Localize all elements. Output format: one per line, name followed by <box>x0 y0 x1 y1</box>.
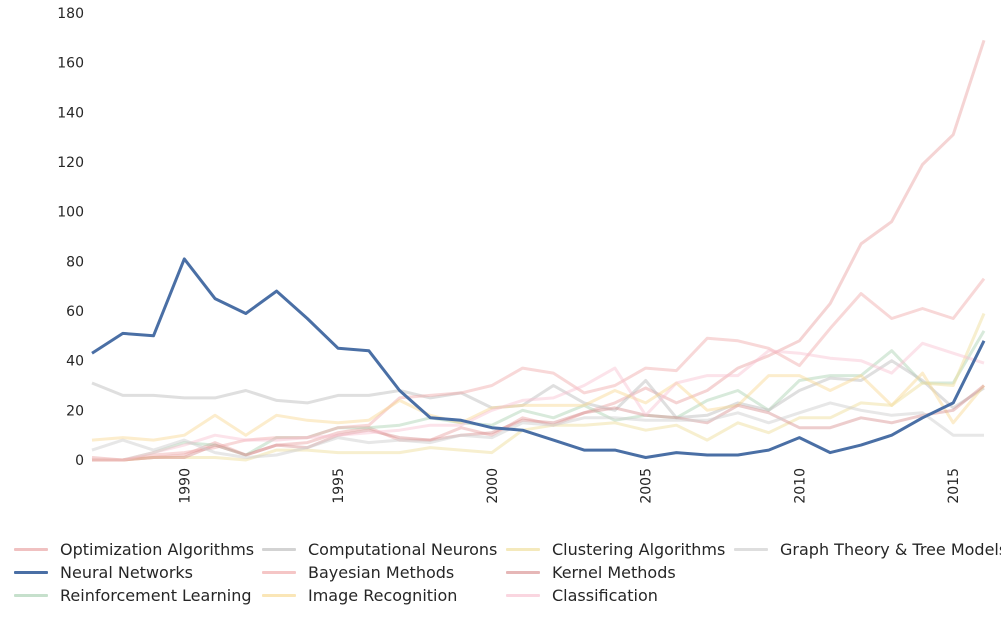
series-line-neural-networks <box>91 257 986 459</box>
series-line-bayesian-methods <box>92 277 986 462</box>
y-tick-label: 100 <box>57 205 84 221</box>
legend-label: Reinforcement Learning <box>60 585 252 605</box>
y-tick-label: 40 <box>66 354 84 370</box>
background-series <box>91 39 986 462</box>
legend: Optimization Algorithms Neural Networks Re… <box>0 536 1001 616</box>
legend-item: Computational Neurons <box>262 538 497 560</box>
legend-swatch <box>14 593 48 597</box>
y-axis: 0 20 40 60 80 100 120 140 160 180 <box>57 6 84 469</box>
y-tick-label: 80 <box>66 254 84 270</box>
legend-label: Optimization Algorithms <box>60 539 255 559</box>
y-tick-label: 140 <box>57 105 84 121</box>
y-tick-label: 60 <box>66 304 84 320</box>
legend-label: Bayesian Methods <box>308 562 455 582</box>
series-line-computational-neurons <box>91 359 985 420</box>
legend-swatch <box>262 547 296 551</box>
legend-item: Reinforcement Learning <box>14 584 252 606</box>
x-tick-label: 2010 <box>792 468 808 504</box>
series-line-classification <box>92 341 985 462</box>
series-line-graph-theory-tree-models <box>91 401 984 459</box>
x-tick-label: 2015 <box>946 468 962 504</box>
legend-swatch <box>506 570 540 574</box>
y-tick-label: 160 <box>57 56 84 72</box>
legend-item: Image Recognition <box>262 584 457 606</box>
y-tick-label: 0 <box>75 453 84 469</box>
legend-label: Graph Theory & Tree Models <box>780 539 1001 559</box>
legend-item: Optimization Algorithms <box>14 538 254 560</box>
series-line-kernel-methods <box>92 384 985 462</box>
legend-label: Kernel Methods <box>552 562 676 582</box>
legend-label: Computational Neurons <box>308 539 498 559</box>
legend-item: Kernel Methods <box>506 561 676 583</box>
legend-swatch <box>262 570 296 574</box>
legend-swatch <box>262 593 296 597</box>
y-tick-label: 120 <box>57 155 84 171</box>
highlighted-series <box>91 257 986 459</box>
legend-label: Clustering Algorithms <box>552 539 726 559</box>
series-line-reinforcement-learning <box>92 330 986 462</box>
x-tick-label: 2005 <box>639 468 655 504</box>
x-tick-label: 1990 <box>177 468 193 504</box>
legend-swatch <box>506 593 540 597</box>
legend-swatch <box>14 570 48 574</box>
legend-item: Classification <box>506 584 658 606</box>
legend-swatch <box>506 547 540 551</box>
legend-label: Classification <box>552 585 658 605</box>
series-line-clustering-algorithms <box>92 312 986 462</box>
legend-label: Neural Networks <box>60 562 194 582</box>
legend-swatch <box>14 547 48 551</box>
x-tick-label: 2000 <box>485 468 501 504</box>
legend-item: Graph Theory & Tree Models <box>734 538 1001 560</box>
y-tick-label: 180 <box>57 6 84 22</box>
legend-item: Bayesian Methods <box>262 561 454 583</box>
x-tick-label: 1995 <box>331 468 347 504</box>
y-tick-label: 20 <box>66 403 84 419</box>
legend-swatch <box>734 547 768 551</box>
series-line-image-recognition <box>91 371 986 442</box>
legend-label: Image Recognition <box>308 585 458 605</box>
legend-item: Neural Networks <box>14 561 193 583</box>
legend-item: Clustering Algorithms <box>506 538 725 560</box>
x-axis: 1990 1995 2000 2005 2010 2015 <box>177 468 962 504</box>
series-line-optimization-algorithms <box>91 39 986 462</box>
